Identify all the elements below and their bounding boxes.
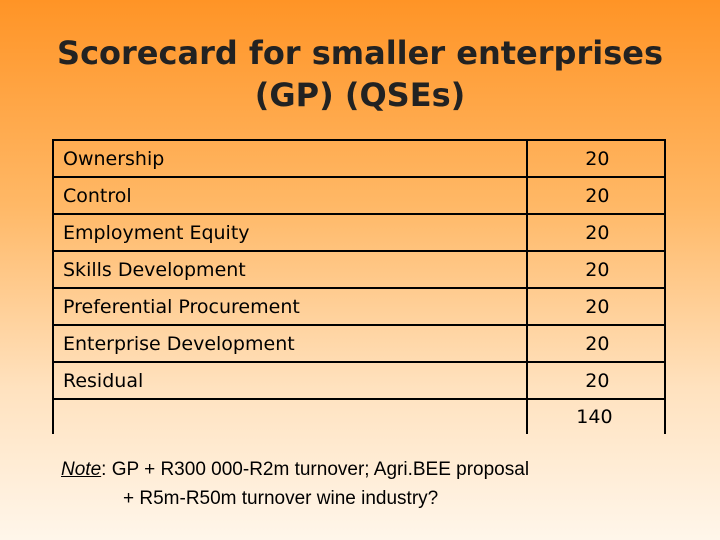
total-value: 140: [526, 398, 666, 434]
row-value: 20: [526, 176, 666, 215]
slide-title: Scorecard for smaller enterprises (GP) (…: [0, 32, 720, 116]
row-value: 20: [526, 250, 666, 289]
row-value: 20: [526, 324, 666, 363]
row-label: Control: [51, 176, 529, 215]
table-row: Residual 20: [51, 361, 666, 400]
row-value: 20: [526, 139, 666, 178]
table-row: Control 20: [51, 176, 666, 215]
row-label: Employment Equity: [51, 213, 529, 252]
table-row: Enterprise Development 20: [51, 324, 666, 363]
row-label: Residual: [51, 361, 529, 400]
row-label: Preferential Procurement: [51, 287, 529, 326]
row-label: Ownership: [51, 139, 529, 178]
table-row: Employment Equity 20: [51, 213, 666, 252]
table-row: Preferential Procurement 20: [51, 287, 666, 326]
scorecard-table: Ownership 20 Control 20 Employment Equit…: [51, 139, 666, 434]
note-line-2: + R5m-R50m turnover wine industry?: [123, 488, 439, 509]
table-row: Ownership 20: [51, 139, 666, 178]
row-label: Skills Development: [51, 250, 529, 289]
note-line-1: : GP + R300 000-R2m turnover; Agri.BEE p…: [101, 459, 530, 480]
slide-title-line-2: (GP) (QSEs): [254, 76, 466, 114]
row-value: 20: [526, 287, 666, 326]
slide-title-line-1: Scorecard for smaller enterprises: [57, 34, 663, 72]
row-label: Enterprise Development: [51, 324, 529, 363]
note-prefix: Note: [61, 459, 102, 480]
table-row: Skills Development 20: [51, 250, 666, 289]
row-value: 20: [526, 361, 666, 400]
footnote: Note: GP + R300 000-R2m turnover; Agri.B…: [61, 455, 529, 513]
row-value: 20: [526, 213, 666, 252]
total-row: 140: [51, 398, 666, 434]
total-label: [51, 398, 529, 434]
